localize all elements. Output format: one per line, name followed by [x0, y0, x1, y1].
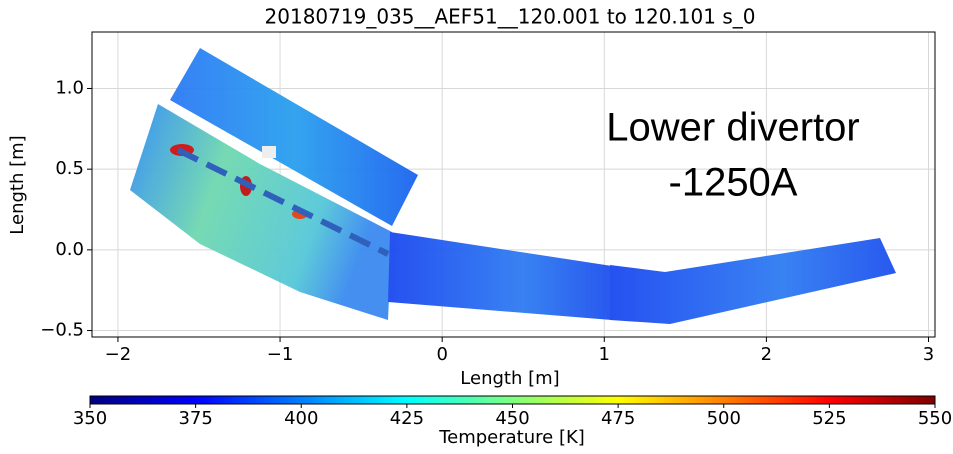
- upper-patch: [170, 48, 418, 226]
- colorbar-tick-label: 475: [601, 408, 635, 429]
- x-tick-label: 0: [436, 344, 447, 365]
- colorbar-label: Temperature [K]: [438, 427, 585, 448]
- colorbar-tick-label: 375: [178, 408, 212, 429]
- x-tick-label: 3: [923, 344, 934, 365]
- y-tick-label: −0.5: [40, 320, 84, 341]
- x-tick-label: −1: [267, 344, 294, 365]
- plot-frame: [91, 31, 936, 338]
- colorbar-tick-label: 400: [284, 408, 318, 429]
- strike-line: [176, 147, 390, 257]
- gap: [262, 146, 276, 158]
- y-axis-label: Length [m]: [7, 135, 28, 234]
- divertor-image: [130, 48, 896, 324]
- chart-title: 20180719_035__AEF51__120.001 to 120.101 …: [265, 5, 756, 29]
- middle-strip: [388, 232, 612, 320]
- colorbar-tick-label: 525: [812, 408, 846, 429]
- colorbar-tick-label: 350: [73, 408, 107, 429]
- colorbar-tick-label: 500: [707, 408, 741, 429]
- x-tick-label: 1: [599, 344, 610, 365]
- y-tick-label: 1.0: [55, 77, 84, 98]
- x-tick-label: −2: [105, 344, 132, 365]
- grid: [92, 32, 935, 337]
- colorbar-tick-label: 450: [495, 408, 529, 429]
- x-tick-label: 2: [761, 344, 772, 365]
- y-tick-label: 0.5: [55, 158, 84, 179]
- annotation: -1250A: [669, 161, 798, 205]
- x-axis-label: Length [m]: [460, 368, 559, 389]
- colorbar-tick-label: 550: [918, 408, 952, 429]
- y-tick-label: 0.0: [55, 239, 84, 260]
- colorbar-tick-label: 425: [390, 408, 424, 429]
- colorbar: [89, 395, 936, 405]
- annotation: Lower divertor: [606, 106, 859, 150]
- right-strip: [610, 238, 896, 324]
